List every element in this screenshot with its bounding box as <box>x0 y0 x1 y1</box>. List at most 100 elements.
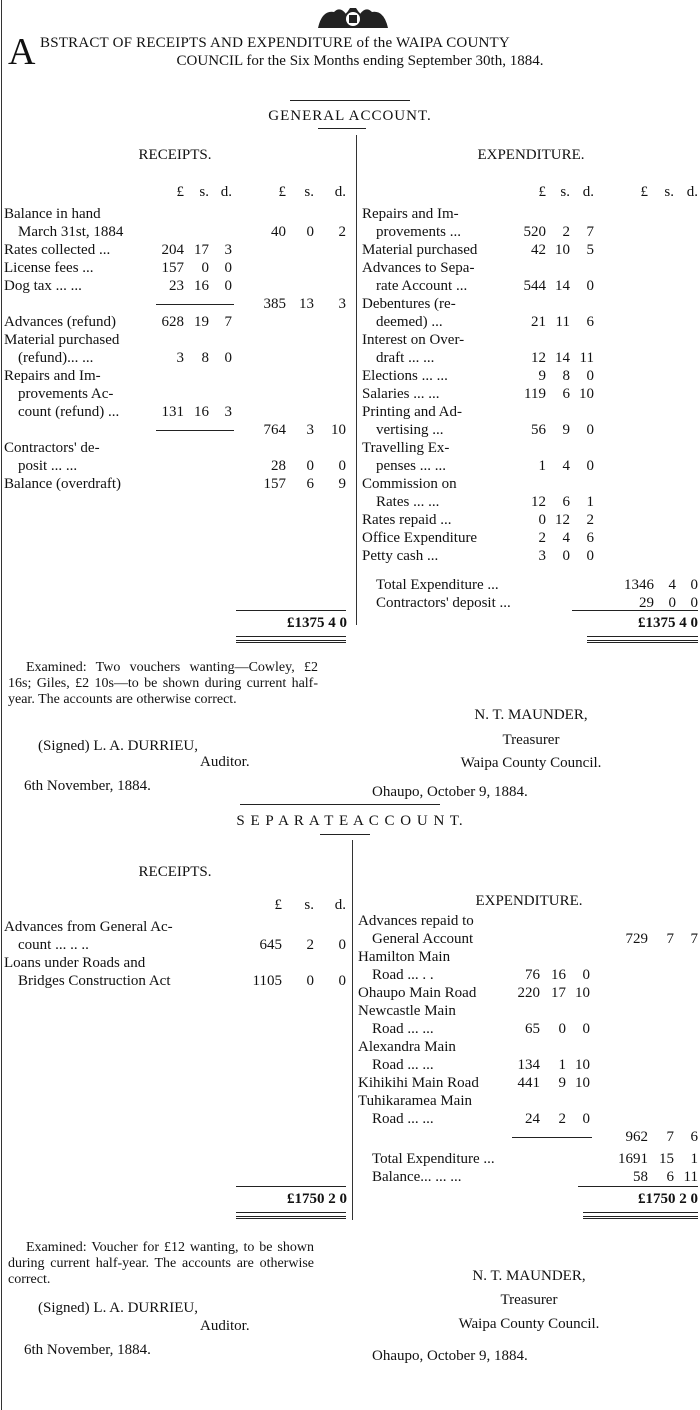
row-label: Kihikihi Main Road <box>358 1075 479 1091</box>
table-row: Loans under Roads and <box>4 954 349 972</box>
amount: 6 <box>586 314 595 330</box>
column-divider <box>352 840 353 1220</box>
amount: 0 <box>690 595 699 611</box>
table-row: Newcastle Main <box>358 1002 700 1020</box>
row-label: Material purchased <box>362 242 478 258</box>
row-label: count (refund) ... <box>18 404 120 420</box>
row-label: Total Expenditure ... <box>376 577 499 593</box>
amount: 40 <box>271 224 286 240</box>
amount: 12 <box>531 494 546 510</box>
amount: 0 <box>558 1021 567 1037</box>
amount: 6 <box>562 494 571 510</box>
receipts-heading: RECEIPTS. <box>138 864 212 880</box>
table-row: penses ... ... 1 4 0 <box>362 457 700 475</box>
row-label: Newcastle Main <box>358 1003 456 1019</box>
amount: 220 <box>517 985 541 1001</box>
row-label: Advances to Sepa- <box>362 260 475 276</box>
row-label: Total Expenditure ... <box>372 1151 495 1167</box>
row-label: Balance in hand <box>4 206 101 222</box>
separate-expenditure-table: Advances repaid to General Account 729 7 7 Ha… <box>358 0 700 1300</box>
row-label: Loans under Roads and <box>4 955 146 971</box>
amount: 0 <box>224 350 233 366</box>
amount: 3 <box>176 350 185 366</box>
row-label: Advances from General Ac- <box>4 919 173 935</box>
general-place-date: Ohaupo, October 9, 1884. <box>372 784 528 800</box>
general-auditor-note: Examined: Two vouchers wanting—Cowley, £… <box>8 660 318 707</box>
row-label: Rates ... ... <box>376 494 440 510</box>
title-line-1: BSTRACT OF RECEIPTS AND EXPENDITURE of t… <box>40 35 510 51</box>
amount: 6 <box>306 476 315 492</box>
amount: 11 <box>555 314 570 330</box>
row-label: Road ... . . <box>372 967 434 983</box>
table-row: Debentures (re- <box>362 295 700 313</box>
amount: 10 <box>575 1057 590 1073</box>
general-receipts-table: £ s. d. £ s. d. Balance in hand March 31st, 188… <box>4 0 349 700</box>
row-label: Road ... ... <box>372 1021 434 1037</box>
column-header-0: £ <box>176 184 185 200</box>
table-row: Balance (overdraft) 157 6 9 <box>4 475 349 493</box>
amount: 9 <box>338 476 347 492</box>
table-row: Commission on <box>362 475 700 493</box>
amount: 16 <box>551 967 566 983</box>
amount: 0 <box>690 577 699 593</box>
amount: 1 <box>690 1151 699 1167</box>
table-row: (refund)... ... 3 8 0 <box>4 349 349 367</box>
amount: 10 <box>575 985 590 1001</box>
amount: 7 <box>690 931 699 947</box>
amount: 15 <box>659 1151 674 1167</box>
amount: 1105 <box>252 973 282 989</box>
row-label: Road ... ... <box>372 1111 434 1127</box>
amount: 1346 <box>624 577 654 593</box>
row-label: Commission on <box>362 476 457 492</box>
column-header-2: d. <box>582 184 594 200</box>
total: £1750 2 0 <box>638 1191 698 1207</box>
amount: 4 <box>562 530 571 546</box>
general-audit-date: 6th November, 1884. <box>24 778 151 794</box>
amount: 1691 <box>618 1151 648 1167</box>
column-divider <box>356 135 357 625</box>
amount: 29 <box>639 595 654 611</box>
row-label: Material purchased <box>4 332 120 348</box>
amount: 729 <box>625 931 649 947</box>
column-header-1: s. <box>304 897 314 913</box>
amount: 1 <box>558 1057 567 1073</box>
table-row: Travelling Ex- <box>362 439 700 457</box>
amount: 4 <box>668 577 677 593</box>
row-label: deemed) ... <box>376 314 443 330</box>
title-line-2: COUNCIL for the Six Months ending Septem… <box>176 53 544 69</box>
amount: 0 <box>586 278 595 294</box>
general-treasurer-name: N. T. MAUNDER, <box>474 707 588 723</box>
table-row: Printing and Ad- <box>362 403 700 421</box>
amount: 9 <box>538 368 547 384</box>
amount: 0 <box>338 458 347 474</box>
column-header: £ s. d. £ s. d. <box>362 183 700 201</box>
table-row: Office Expenditure 2 4 6 <box>362 529 700 547</box>
table-row: Hamilton Main <box>358 948 700 966</box>
amount: 645 <box>259 937 283 953</box>
receipts-heading: RECEIPTS. <box>138 147 212 163</box>
row-label: Rates collected ... <box>4 242 111 258</box>
amount: 3 <box>224 242 233 258</box>
row-label: Debentures (re- <box>362 296 456 312</box>
amount: 2 <box>562 224 571 240</box>
rule <box>578 1186 698 1187</box>
general-council: Waipa County Council. <box>460 755 602 771</box>
column-header-4: s. <box>664 184 674 200</box>
table-row: Balance in hand <box>4 205 349 223</box>
table-row: Road ... ... 24 2 0 <box>358 1110 700 1128</box>
row-label: Contractors' deposit ... <box>376 595 511 611</box>
subtotal-rule <box>512 1137 592 1138</box>
table-row: Rates ... ... 12 6 1 <box>362 493 700 511</box>
table-row: March 31st, 1884 40 0 2 <box>4 223 349 241</box>
table-row: Balance... ... ... 58 6 11 <box>358 1168 700 1186</box>
amount: 6 <box>690 1129 699 1145</box>
amount: 0 <box>306 458 315 474</box>
table-row: Material purchased 42 10 5 <box>362 241 700 259</box>
table-row: Salaries ... ... 119 6 10 <box>362 385 700 403</box>
amount: 0 <box>224 260 233 276</box>
amount: 544 <box>523 278 547 294</box>
amount: 0 <box>582 1111 591 1127</box>
amount: 0 <box>582 1021 591 1037</box>
table-row: Repairs and Im- <box>362 205 700 223</box>
